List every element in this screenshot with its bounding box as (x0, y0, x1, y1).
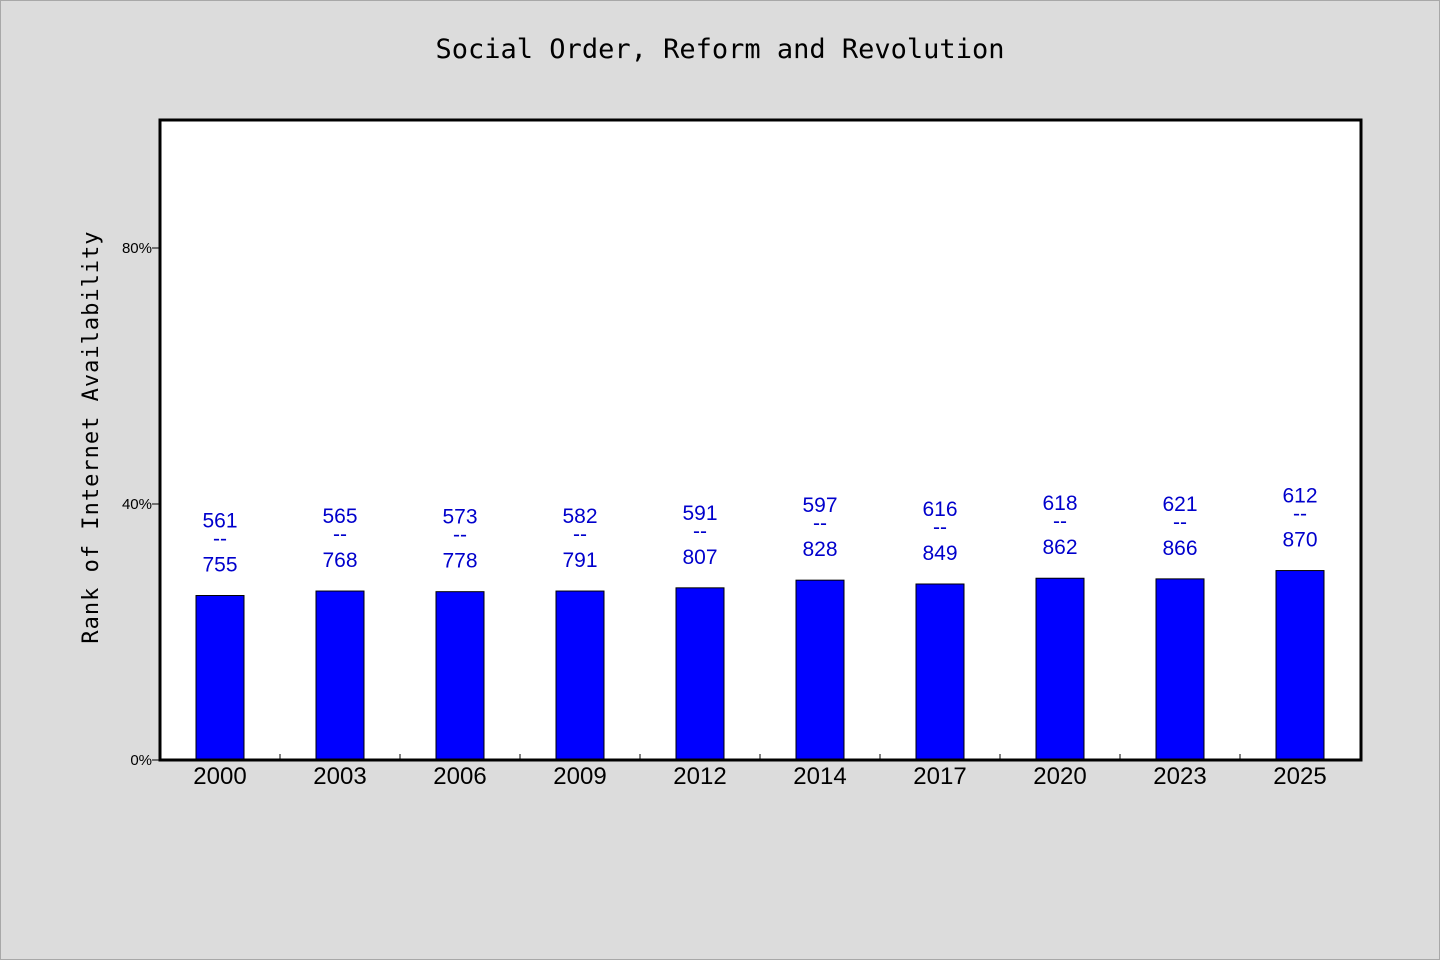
bar-2017 (915, 583, 965, 761)
bar-label-2006: 573 --778 (442, 506, 477, 573)
bar-label-2025: 612 --870 (1282, 485, 1317, 552)
bar-2012 (675, 587, 725, 761)
bar-label-2003: 565 --768 (322, 505, 357, 572)
x-tick-label: 2006 (433, 763, 486, 790)
bar-label-2020: 618 --862 (1042, 492, 1077, 559)
bar-label-2023: 621 --866 (1162, 493, 1197, 560)
bar-2014 (795, 579, 845, 761)
x-tick-label: 2020 (1033, 763, 1086, 790)
y-tick-label: 40% (122, 496, 152, 513)
x-tick-label: 2025 (1273, 763, 1326, 790)
bar-2003 (315, 590, 365, 761)
plot-frame (158, 118, 1363, 762)
x-tick-label: 2012 (673, 763, 726, 790)
bar-label-2009: 582 --791 (562, 505, 597, 572)
x-tick-label: 2003 (313, 763, 366, 790)
bar-2000 (195, 595, 245, 761)
bar-2006 (435, 591, 485, 761)
bar-2009 (555, 590, 605, 761)
bar-2020 (1035, 577, 1085, 761)
bar-2025 (1275, 570, 1325, 761)
bar-label-2000: 561 --755 (202, 510, 237, 577)
x-tick-label: 2014 (793, 763, 846, 790)
bar-label-2017: 616 --849 (922, 498, 957, 565)
y-tick-label: 0% (130, 752, 152, 769)
x-tick-label: 2023 (1153, 763, 1206, 790)
chart-title: Social Order, Reform and Revolution (435, 34, 1005, 65)
y-tick-label: 80% (122, 240, 152, 257)
bar-2023 (1155, 578, 1205, 761)
x-tick-label: 2017 (913, 763, 966, 790)
x-tick-label: 2009 (553, 763, 606, 790)
x-tick-label: 2000 (193, 763, 246, 790)
bar-label-2014: 597 --828 (802, 494, 837, 561)
bar-label-2012: 591 --807 (682, 502, 717, 569)
